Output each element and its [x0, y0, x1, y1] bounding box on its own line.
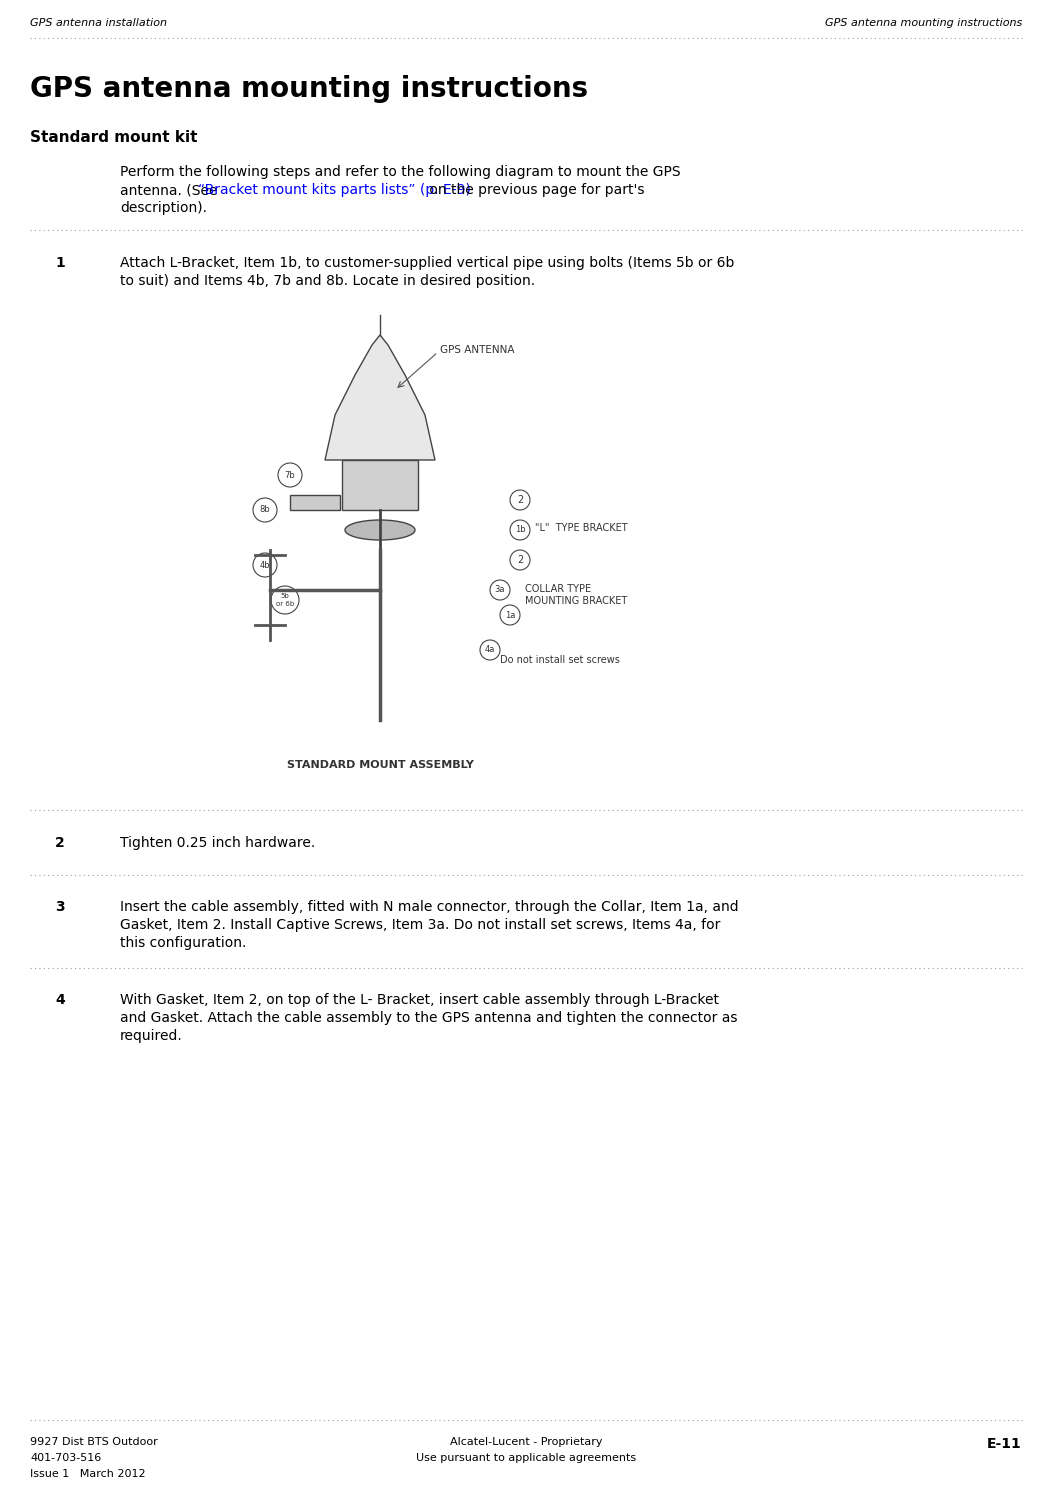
Text: Attach L-Bracket, Item 1b, to customer-supplied vertical pipe using bolts (Items: Attach L-Bracket, Item 1b, to customer-s…	[120, 256, 734, 271]
Text: Tighten 0.25 inch hardware.: Tighten 0.25 inch hardware.	[120, 836, 316, 851]
Text: 7b: 7b	[285, 470, 296, 479]
Text: 4a: 4a	[485, 645, 495, 654]
Circle shape	[510, 550, 530, 570]
Text: E-11: E-11	[987, 1436, 1021, 1451]
Text: Issue 1   March 2012: Issue 1 March 2012	[31, 1469, 145, 1480]
Text: 8b: 8b	[260, 506, 270, 515]
Text: 5b
or 6b: 5b or 6b	[276, 593, 295, 607]
Text: 2: 2	[55, 836, 65, 851]
Circle shape	[278, 462, 302, 488]
Text: antenna. (See: antenna. (See	[120, 183, 222, 196]
Ellipse shape	[345, 520, 414, 540]
Circle shape	[271, 586, 299, 614]
Circle shape	[252, 498, 277, 522]
Text: and Gasket. Attach the cable assembly to the GPS antenna and tighten the connect: and Gasket. Attach the cable assembly to…	[120, 1011, 737, 1025]
Text: Gasket, Item 2. Install Captive Screws, Item 3a. Do not install set screws, Item: Gasket, Item 2. Install Captive Screws, …	[120, 917, 721, 932]
Text: Alcatel-Lucent - Proprietary: Alcatel-Lucent - Proprietary	[450, 1436, 602, 1447]
Text: 2: 2	[517, 495, 523, 506]
Text: 2: 2	[517, 555, 523, 565]
Text: 4: 4	[55, 993, 65, 1007]
Text: description).: description).	[120, 201, 207, 216]
Text: required.: required.	[120, 1029, 183, 1042]
Circle shape	[490, 580, 510, 599]
Text: 401-703-516: 401-703-516	[31, 1453, 101, 1463]
Text: on the previous page for part's: on the previous page for part's	[425, 183, 645, 196]
Text: 1b: 1b	[514, 525, 525, 534]
Text: 1a: 1a	[505, 611, 515, 620]
Text: Perform the following steps and refer to the following diagram to mount the GPS: Perform the following steps and refer to…	[120, 165, 681, 178]
Text: "L"  TYPE BRACKET: "L" TYPE BRACKET	[535, 523, 628, 532]
Circle shape	[252, 553, 277, 577]
Text: GPS antenna mounting instructions: GPS antenna mounting instructions	[825, 18, 1021, 28]
Text: GPS antenna installation: GPS antenna installation	[31, 18, 167, 28]
Text: 3: 3	[55, 900, 64, 915]
Polygon shape	[325, 335, 434, 459]
Text: 9927 Dist BTS Outdoor: 9927 Dist BTS Outdoor	[31, 1436, 158, 1447]
Bar	[290, 495, 340, 510]
Text: With Gasket, Item 2, on top of the L- Bracket, insert cable assembly through L-B: With Gasket, Item 2, on top of the L- Br…	[120, 993, 719, 1007]
Text: “Bracket mount kits parts lists” (p. E-9): “Bracket mount kits parts lists” (p. E-9…	[198, 183, 470, 196]
Text: Use pursuant to applicable agreements: Use pursuant to applicable agreements	[416, 1453, 636, 1463]
Text: COLLAR TYPE
MOUNTING BRACKET: COLLAR TYPE MOUNTING BRACKET	[525, 584, 627, 605]
Circle shape	[510, 491, 530, 510]
Circle shape	[510, 520, 530, 540]
Text: to suit) and Items 4b, 7b and 8b. Locate in desired position.: to suit) and Items 4b, 7b and 8b. Locate…	[120, 274, 535, 288]
Text: 4b: 4b	[260, 561, 270, 570]
Text: Insert the cable assembly, fitted with N male connector, through the Collar, Ite: Insert the cable assembly, fitted with N…	[120, 900, 739, 915]
Text: STANDARD MOUNT ASSEMBLY: STANDARD MOUNT ASSEMBLY	[286, 760, 473, 770]
Text: this configuration.: this configuration.	[120, 935, 246, 950]
Text: 3a: 3a	[494, 586, 505, 595]
Text: GPS ANTENNA: GPS ANTENNA	[440, 345, 514, 355]
FancyBboxPatch shape	[342, 459, 418, 510]
Text: Do not install set screws: Do not install set screws	[500, 654, 620, 665]
Text: Standard mount kit: Standard mount kit	[31, 129, 198, 146]
Text: 1: 1	[55, 256, 65, 271]
Circle shape	[500, 605, 520, 625]
Circle shape	[480, 639, 500, 660]
Text: GPS antenna mounting instructions: GPS antenna mounting instructions	[31, 74, 588, 103]
